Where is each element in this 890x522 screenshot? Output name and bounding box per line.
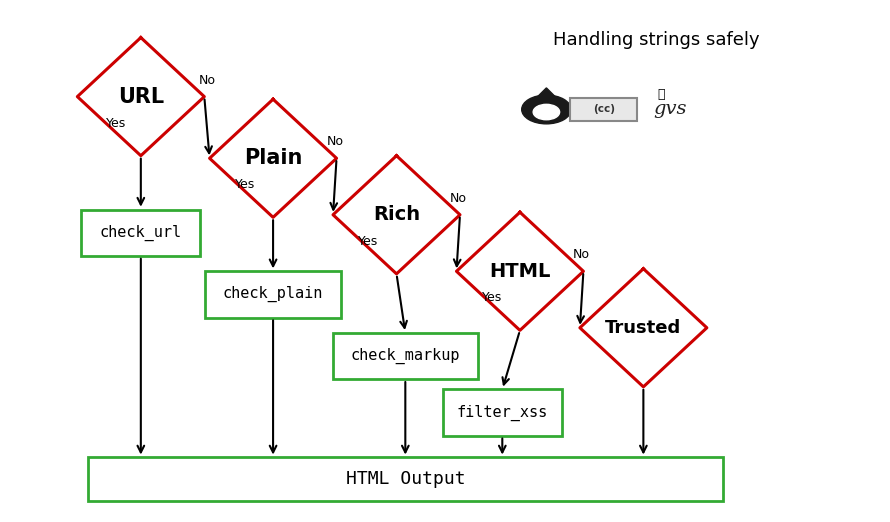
Bar <box>333 333 478 379</box>
Text: Handling strings safely: Handling strings safely <box>554 31 760 49</box>
Polygon shape <box>580 269 707 387</box>
Text: gvs: gvs <box>653 100 686 118</box>
Text: check_markup: check_markup <box>351 348 460 364</box>
Text: URL: URL <box>117 87 164 106</box>
Polygon shape <box>534 88 559 100</box>
Text: No: No <box>449 192 466 205</box>
Text: check_plain: check_plain <box>222 286 323 302</box>
Circle shape <box>533 104 560 120</box>
Bar <box>570 98 637 121</box>
Text: Yes: Yes <box>235 179 255 192</box>
Text: Yes: Yes <box>358 235 378 248</box>
Polygon shape <box>210 99 336 217</box>
Text: Yes: Yes <box>106 117 126 129</box>
Bar <box>81 210 200 256</box>
Bar <box>443 389 562 436</box>
Polygon shape <box>77 38 205 156</box>
Text: HTML Output: HTML Output <box>345 470 465 488</box>
Bar <box>88 457 723 501</box>
Circle shape <box>522 95 571 124</box>
Polygon shape <box>457 212 584 330</box>
Text: Rich: Rich <box>373 205 420 224</box>
Polygon shape <box>333 156 460 274</box>
Text: Yes: Yes <box>481 291 502 304</box>
Text: filter_xss: filter_xss <box>457 405 548 421</box>
Text: Trusted: Trusted <box>605 319 682 337</box>
Text: Plain: Plain <box>244 148 303 168</box>
Text: check_url: check_url <box>100 224 182 241</box>
Text: No: No <box>198 74 215 87</box>
Text: No: No <box>573 248 590 262</box>
Text: HTML: HTML <box>490 262 551 281</box>
Text: 🌿: 🌿 <box>657 88 665 101</box>
Text: No: No <box>327 135 344 148</box>
Bar <box>205 271 342 317</box>
Text: (cc): (cc) <box>593 104 615 114</box>
